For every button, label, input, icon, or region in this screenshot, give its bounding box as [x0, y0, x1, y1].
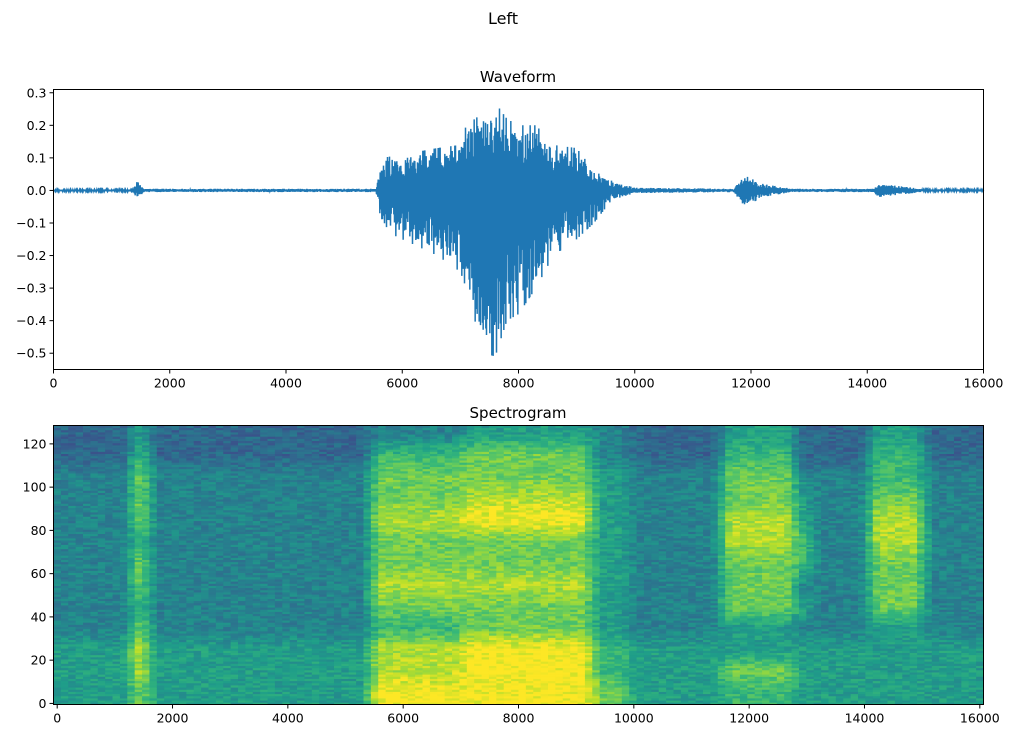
y-tick-label: −0.5	[16, 346, 46, 361]
x-tick-label: 12000	[731, 376, 771, 391]
y-tick-label: 0.2	[27, 118, 47, 133]
y-tick-label: −0.1	[16, 215, 46, 230]
x-tick-label: 14000	[847, 376, 887, 391]
y-tick-label: −0.3	[16, 281, 46, 296]
y-tick-label: −0.4	[16, 313, 46, 328]
y-tick-label: 0.1	[27, 150, 47, 165]
y-tick-label: 0.3	[27, 85, 47, 100]
y-tick-label: −0.2	[16, 248, 46, 263]
spectrogram-heatmap	[54, 426, 984, 705]
suptitle: Left	[488, 9, 518, 28]
x-tick-label: 16000	[964, 376, 1004, 391]
x-tick-label: 10000	[615, 376, 655, 391]
x-tick-label: 4000	[270, 376, 302, 391]
spectrogram-axes: Spectrogram 0 2000 4000 6000 8000 10000 12000 1…	[23, 404, 1000, 726]
x-tick-label: 0	[50, 376, 58, 391]
waveform-line	[54, 108, 984, 355]
waveform-plot-area	[54, 108, 984, 355]
y-tick-label: 0.0	[27, 183, 47, 198]
x-tick-label: 6000	[386, 376, 418, 391]
waveform-axes: Waveform 0 2000 4000 6000 8000 10000 12000 1400…	[16, 68, 1003, 391]
spectrogram-title: Spectrogram	[470, 404, 567, 422]
x-tick-label: 2000	[154, 376, 186, 391]
x-tick-label: 8000	[503, 376, 535, 391]
waveform-title: Waveform	[480, 68, 556, 86]
